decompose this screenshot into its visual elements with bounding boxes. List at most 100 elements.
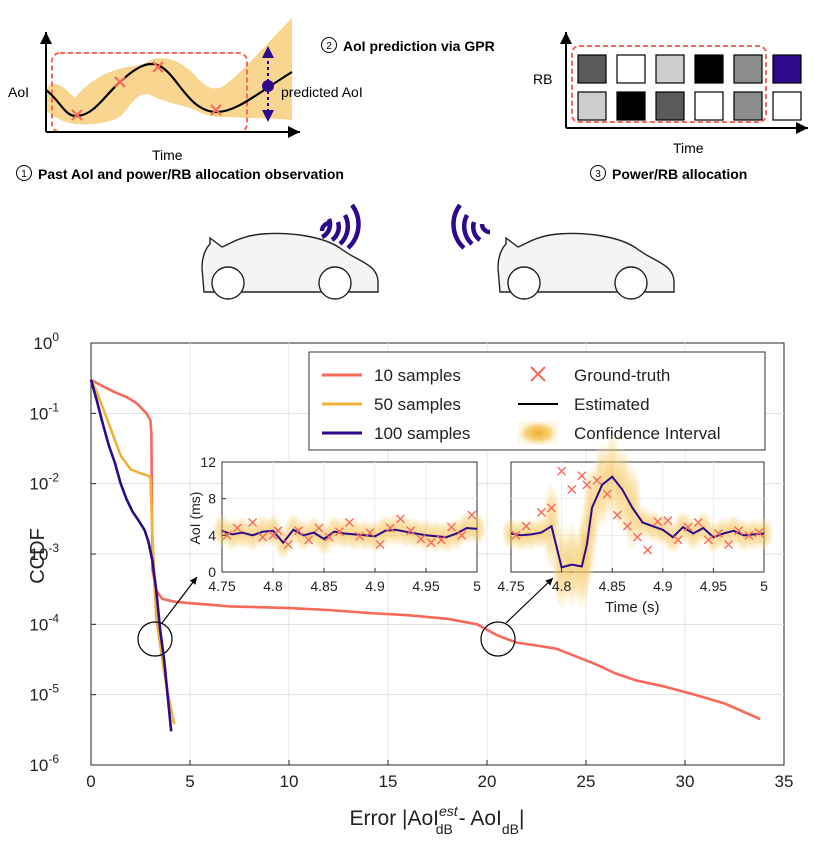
- inset-0-gt-17: [396, 514, 405, 524]
- inset-1-gt-1: [521, 521, 531, 531]
- y-tick-base-2: 10: [29, 475, 48, 494]
- inset-1-gt-19: [703, 535, 713, 545]
- inset-1-gt-2: [536, 507, 546, 517]
- inset-1-xtick-4: 4.95: [700, 578, 727, 594]
- inset-0-gt-9: [314, 523, 324, 533]
- inset-1-gt-6: [577, 471, 587, 481]
- inset-right: 4.75 4.8 4.85 4.9 4.95 5 Time (s): [497, 434, 773, 616]
- car-wheel-right-rear-icon: [507, 266, 541, 300]
- zoom-circle-left: [137, 621, 173, 657]
- inset-1-gt-11: [622, 521, 632, 531]
- series-line-10-samples: [90, 378, 761, 721]
- y-tick-exp-2: -2: [48, 471, 59, 485]
- inset-0-gt-2: [248, 518, 258, 527]
- inset-0-gt-11: [334, 527, 344, 537]
- y-tick-exp-0: 0: [52, 330, 59, 344]
- panel1-caption: Past AoI and power/RB allocation observa…: [38, 166, 344, 182]
- y-tick-exp-4: -4: [48, 611, 59, 625]
- inset-1-gt-12: [633, 532, 642, 542]
- y-tick-base-5: 10: [29, 686, 48, 705]
- y-tick-base-0: 10: [33, 334, 52, 353]
- inset-0-gt-3: [258, 532, 268, 542]
- rb-cell-top-3: [694, 54, 724, 84]
- y-tick-label-0: 100: [33, 330, 59, 353]
- inset-0-gt-5: [273, 526, 283, 536]
- y-tick-label-5: 10-5: [29, 682, 59, 705]
- y-tick-base-4: 10: [29, 615, 48, 634]
- inset-0-gt-8: [304, 535, 314, 545]
- inset-0-xtick-5: 5: [473, 578, 481, 594]
- predicted-aoi-label: predicted AoI: [281, 84, 363, 100]
- inset-0-gt-23: [457, 530, 467, 540]
- inset-0-gt-15: [375, 540, 385, 549]
- panel3-xlabel: Time: [673, 140, 704, 156]
- rb-cell-top-0: [577, 54, 607, 84]
- panel1-ylabel: AoI: [8, 84, 29, 100]
- car-wheel-left-rear-icon: [211, 266, 245, 300]
- inset-0-xtick-1: 4.8: [263, 578, 283, 594]
- confidence-band-panel1: [46, 18, 292, 125]
- inset-0-xtick-3: 4.9: [365, 578, 385, 594]
- inset-1-xtick-1: 4.8: [552, 578, 572, 594]
- panel3-ylabel: RB: [533, 71, 552, 87]
- ccdf-ylabel: CCDF: [27, 528, 49, 584]
- legend-label-10: 10 samples: [374, 366, 461, 385]
- ccdf-xlabel: Error |AoIest dB - AoIdB|: [350, 803, 525, 837]
- y-tick-label-3: 10-3: [29, 541, 59, 564]
- inset-0-ytick-2: 4: [208, 527, 216, 543]
- inset-1-xtick-5: 5: [760, 578, 768, 594]
- rb-cell-bottom-2: [655, 91, 685, 121]
- inset-1-gt-20: [713, 529, 723, 538]
- legend-swatch-ground-truth: [530, 366, 546, 382]
- x-tick-label-1: 5: [185, 772, 194, 791]
- inset-0-ytick-3: 0: [208, 564, 216, 580]
- rb-cell-bottom-4: [733, 91, 763, 121]
- xlabel-bar: |: [519, 807, 524, 830]
- inset-1-gt-5: [567, 485, 577, 494]
- y-tick-exp-5: -5: [48, 682, 59, 696]
- inset-1-gt-21: [724, 540, 734, 549]
- panel2-caption: AoI prediction via GPR: [343, 38, 495, 54]
- inset-1-gt-10: [612, 510, 622, 520]
- inset-1-gt-13: [643, 545, 653, 555]
- inset-left-ticks: 4.75 4.8 4.85 4.9 4.95 5 12 8 4 0: [200, 454, 481, 594]
- y-tick-label-2: 10-2: [29, 471, 59, 494]
- legend-label-estimated: Estimated: [574, 395, 650, 414]
- observation-markers-panel1: [71, 61, 222, 121]
- rb-cell-bottom-3: [694, 91, 724, 121]
- legend-label-50: 50 samples: [374, 395, 461, 414]
- xlabel-db1: dB: [436, 821, 453, 837]
- inset-0-gt-16: [385, 523, 395, 533]
- x-tick-label-4: 20: [478, 772, 497, 791]
- inset-1-gt-3: [546, 503, 556, 513]
- inset-1-gt-18: [693, 518, 703, 527]
- inset-left: 4.75 4.8 4.85 4.9 4.95 5 12 8 4 0 AoI (ms): [187, 454, 486, 594]
- y-tick-label-6: 10-6: [29, 752, 59, 775]
- panel-aoi-observation: AoI Time predicted AoI 1 Past AoI and po…: [8, 18, 363, 182]
- inset-0-gt-22: [447, 522, 456, 532]
- inset-0-xtick-2: 4.85: [310, 578, 337, 594]
- legend-label-100: 100 samples: [374, 424, 470, 443]
- wifi-signal-left-icon: [319, 203, 361, 250]
- y-tick-exp-1: -1: [48, 400, 59, 414]
- inset-0-gt-20: [426, 538, 436, 548]
- zoom-arrow-right: [505, 577, 554, 624]
- wifi-signal-right-icon: [451, 203, 491, 250]
- rb-cell-bottom-0: [577, 91, 607, 121]
- x-tick-label-5: 25: [577, 772, 596, 791]
- xlabel-est: est: [439, 803, 459, 819]
- x-tick-label-3: 15: [379, 772, 398, 791]
- ccdf-series: [89, 378, 761, 732]
- inset-right-xlabel: Time (s): [605, 599, 659, 616]
- series-line-50-samples: [89, 379, 176, 725]
- inset-1-gt-24: [754, 528, 764, 538]
- xlabel-error: Error |AoI: [350, 807, 439, 830]
- inset-0-gt-14: [365, 528, 375, 538]
- inset-1-gt-22: [734, 526, 744, 536]
- inset-0-gt-21: [436, 535, 446, 545]
- y-tick-base-3: 10: [29, 545, 48, 564]
- inset-1-gt-0: [511, 530, 521, 540]
- vehicle-right: [451, 203, 675, 300]
- x-tick-label-0: 0: [86, 772, 95, 791]
- panel1-xlabel: Time: [152, 147, 183, 163]
